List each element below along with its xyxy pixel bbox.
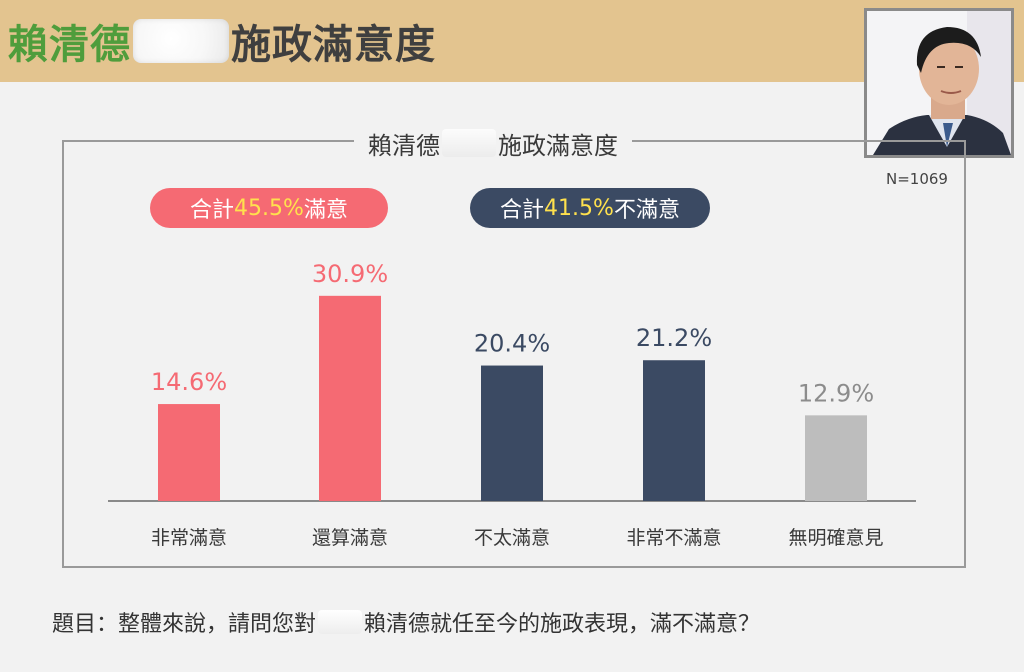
dissatisfied-total-value: 41.5% — [544, 195, 614, 221]
chart-title: 賴清德 施政滿意度 — [354, 126, 632, 160]
bar-4 — [643, 360, 705, 501]
portrait-photo — [864, 8, 1014, 158]
chart-title-redaction — [442, 129, 496, 157]
category-label-2: 還算滿意 — [312, 527, 388, 549]
portrait-icon — [867, 11, 1011, 155]
question-prefix: 題目：整體來說，請問您對 — [52, 612, 317, 637]
bar-2 — [319, 295, 381, 501]
redaction-blur — [133, 19, 229, 63]
dissatisfied-total-badge: 合計 41.5% 不滿意 — [470, 188, 710, 228]
category-label-1: 非常滿意 — [151, 527, 227, 549]
bar-3 — [481, 365, 543, 501]
chart-title-rest: 施政滿意度 — [498, 131, 618, 160]
bar-value-label-3: 20.4% — [474, 330, 550, 358]
bar-value-label-5: 12.9% — [798, 379, 874, 407]
category-label-4: 非常不滿意 — [626, 527, 721, 549]
question-redaction — [318, 610, 363, 634]
sample-size-label: N=1069 — [886, 170, 948, 188]
bar-value-label-1: 14.6% — [151, 368, 227, 396]
survey-question: 題目：整體來說，請問您對 賴清德就任至今的施政表現，滿不滿意？ — [52, 606, 760, 638]
title-rest: 施政滿意度 — [231, 22, 436, 68]
bar-5 — [805, 415, 867, 501]
title-name: 賴清德 — [8, 22, 131, 68]
dissatisfied-prefix: 合計 — [500, 198, 545, 223]
chart-title-name: 賴清德 — [368, 131, 440, 160]
category-label-5: 無明確意見 — [788, 527, 883, 549]
bar-value-label-2: 30.9% — [312, 260, 388, 288]
satisfied-prefix: 合計 — [190, 198, 235, 223]
bar-1 — [158, 404, 220, 501]
bar-value-label-4: 21.2% — [636, 324, 712, 352]
satisfied-suffix: 滿意 — [303, 198, 348, 223]
page-title: 賴清德 施政滿意度 — [8, 10, 436, 72]
satisfied-total-badge: 合計 45.5% 滿意 — [150, 188, 388, 228]
category-label-3: 不太滿意 — [474, 527, 550, 549]
question-suffix: 賴清德就任至今的施政表現，滿不滿意？ — [364, 612, 761, 637]
satisfied-total-value: 45.5% — [234, 195, 304, 221]
dissatisfied-suffix: 不滿意 — [613, 198, 680, 223]
